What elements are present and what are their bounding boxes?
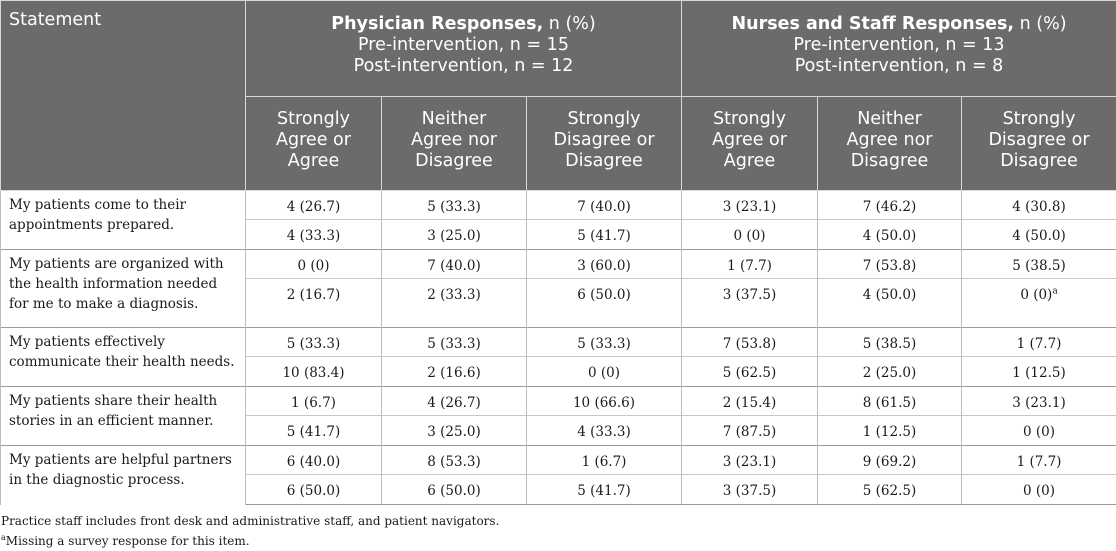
value-cell: 3 (37.5): [682, 475, 818, 505]
statement-cell: My patients are helpful partners in the …: [1, 446, 246, 505]
survey-responses-table: Statement Physician Responses, n (%) Pre…: [0, 0, 1116, 505]
statement-column-header: Statement: [1, 1, 246, 191]
statement-cell: My patients come to their appointments p…: [1, 191, 246, 250]
table-row-pre: My patients are helpful partners in the …: [1, 446, 1116, 475]
value-cell: 4 (26.7): [246, 191, 382, 220]
value-cell: 3 (23.1): [962, 387, 1116, 416]
statement-cell: My patients effectively communicate thei…: [1, 328, 246, 387]
value-cell: 9 (69.2): [818, 446, 962, 475]
table-footnotes: Practice staff includes front desk and a…: [0, 505, 1116, 551]
value-cell: 7 (87.5): [682, 416, 818, 446]
value-cell: 3 (25.0): [382, 220, 527, 250]
value-cell: 5 (38.5): [818, 328, 962, 357]
value-cell: 2 (25.0): [818, 357, 962, 387]
staff-post-n: Post-intervention, n = 8: [682, 56, 1116, 77]
value-cell: 1 (12.5): [818, 416, 962, 446]
value-cell: 8 (61.5): [818, 387, 962, 416]
value-cell: 5 (33.3): [382, 328, 527, 357]
value-cell: 0 (0): [527, 357, 682, 387]
value-cell: 6 (50.0): [246, 475, 382, 505]
subcol-header: Strongly Agree or Agree: [682, 97, 818, 191]
value-cell: 5 (41.7): [246, 416, 382, 446]
value-cell: 3 (23.1): [682, 446, 818, 475]
table-row-pre: My patients effectively communicate thei…: [1, 328, 1116, 357]
value-cell: 0 (0): [962, 475, 1116, 505]
staff-group-header: Nurses and Staff Responses, n (%) Pre-in…: [682, 1, 1116, 97]
value-cell: 5 (33.3): [382, 191, 527, 220]
value-cell: 8 (53.3): [382, 446, 527, 475]
value-cell: 2 (33.3): [382, 279, 527, 328]
table-header: Statement Physician Responses, n (%) Pre…: [1, 1, 1116, 191]
value-cell: 1 (12.5): [962, 357, 1116, 387]
value-cell: 7 (53.8): [818, 250, 962, 279]
value-cell: 4 (26.7): [382, 387, 527, 416]
staff-group-title: Nurses and Staff Responses, n (%): [682, 14, 1116, 35]
value-cell: 5 (38.5): [962, 250, 1116, 279]
value-cell: 3 (60.0): [527, 250, 682, 279]
subcol-header: Neither Agree nor Disagree: [818, 97, 962, 191]
value-cell: 10 (83.4): [246, 357, 382, 387]
value-cell: 4 (30.8): [962, 191, 1116, 220]
subcol-header: Strongly Disagree or Disagree: [527, 97, 682, 191]
value-cell: 5 (33.3): [246, 328, 382, 357]
value-cell: 2 (15.4): [682, 387, 818, 416]
value-cell: 3 (37.5): [682, 279, 818, 328]
value-cell: 10 (66.6): [527, 387, 682, 416]
value-cell: 1 (7.7): [682, 250, 818, 279]
footnote-missing: aMissing a survey response for this item…: [1, 531, 1116, 551]
value-cell: 1 (6.7): [527, 446, 682, 475]
value-cell: 5 (33.3): [527, 328, 682, 357]
value-cell: 0 (0): [962, 416, 1116, 446]
value-cell: 4 (33.3): [527, 416, 682, 446]
value-cell: 7 (46.2): [818, 191, 962, 220]
value-cell: 5 (62.5): [818, 475, 962, 505]
value-cell: 0 (0): [246, 250, 382, 279]
value-cell: 6 (50.0): [382, 475, 527, 505]
value-cell: 7 (53.8): [682, 328, 818, 357]
footnote-marker: a: [1052, 287, 1057, 297]
physician-post-n: Post-intervention, n = 12: [246, 56, 681, 77]
value-cell: 3 (23.1): [682, 191, 818, 220]
table-row-pre: My patients share their health stories i…: [1, 387, 1116, 416]
statement-cell: My patients share their health stories i…: [1, 387, 246, 446]
value-cell: 7 (40.0): [527, 191, 682, 220]
subcol-header: Strongly Disagree or Disagree: [962, 97, 1116, 191]
value-cell: 5 (41.7): [527, 220, 682, 250]
value-cell: 4 (50.0): [818, 220, 962, 250]
value-cell: 1 (7.7): [962, 328, 1116, 357]
physician-pre-n: Pre-intervention, n = 15: [246, 35, 681, 56]
statement-cell: My patients are organized with the healt…: [1, 250, 246, 328]
footnote-staff: Practice staff includes front desk and a…: [1, 511, 1116, 531]
value-cell: 5 (62.5): [682, 357, 818, 387]
value-cell: 4 (50.0): [962, 220, 1116, 250]
physician-group-header: Physician Responses, n (%) Pre-intervent…: [246, 1, 682, 97]
value-cell: 6 (40.0): [246, 446, 382, 475]
table-body: My patients come to their appointments p…: [1, 191, 1116, 505]
value-cell: 1 (7.7): [962, 446, 1116, 475]
subcol-header: Strongly Agree or Agree: [246, 97, 382, 191]
value-cell: 6 (50.0): [527, 279, 682, 328]
value-cell: 0 (0): [682, 220, 818, 250]
value-cell: 3 (25.0): [382, 416, 527, 446]
value-cell: 4 (50.0): [818, 279, 962, 328]
value-cell: 1 (6.7): [246, 387, 382, 416]
table-row-pre: My patients come to their appointments p…: [1, 191, 1116, 220]
value-cell: 4 (33.3): [246, 220, 382, 250]
value-cell: 2 (16.7): [246, 279, 382, 328]
staff-pre-n: Pre-intervention, n = 13: [682, 35, 1116, 56]
physician-group-title: Physician Responses, n (%): [246, 14, 681, 35]
value-cell: 7 (40.0): [382, 250, 527, 279]
value-cell: 0 (0)a: [962, 279, 1116, 328]
subcol-header: Neither Agree nor Disagree: [382, 97, 527, 191]
table-row-pre: My patients are organized with the healt…: [1, 250, 1116, 279]
value-cell: 5 (41.7): [527, 475, 682, 505]
value-cell: 2 (16.6): [382, 357, 527, 387]
